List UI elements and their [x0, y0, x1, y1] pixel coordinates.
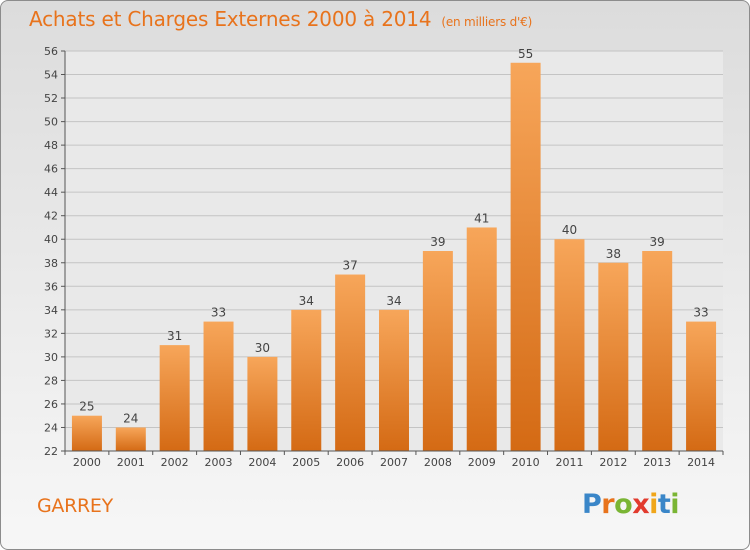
- bar: [379, 309, 409, 451]
- x-tick-label: 2013: [643, 456, 671, 469]
- labels: 22 24 26 28 30 32 34 36 38 40 42 44 46 48 50 52 54 56 25 20…: [44, 45, 715, 469]
- y-tick-label: 56: [44, 45, 58, 58]
- commune-name: GARREY: [37, 495, 113, 517]
- bar: [554, 239, 585, 451]
- x-tick-label: 2011: [555, 456, 583, 469]
- chart-subtitle: (en milliers d'€): [441, 15, 533, 29]
- data-label: 37: [342, 259, 357, 273]
- logo-letter: x: [632, 489, 650, 520]
- axes: [61, 50, 724, 455]
- bar: [159, 345, 190, 451]
- data-label: 30: [255, 341, 270, 355]
- y-tick-label: 28: [44, 374, 58, 387]
- x-tick-label: 2009: [468, 456, 496, 469]
- bar: [115, 427, 146, 451]
- logo-letter: r: [601, 489, 615, 520]
- y-tick-label: 46: [44, 163, 58, 176]
- x-tick-label: 2001: [117, 456, 145, 469]
- data-label: 55: [518, 47, 533, 61]
- chart-title: Achats et Charges Externes 2000 à 2014 (e…: [29, 7, 532, 31]
- x-tick-label: 2014: [687, 456, 715, 469]
- data-label: 31: [167, 329, 182, 343]
- y-tick-label: 36: [44, 280, 58, 293]
- y-tick-label: 26: [44, 398, 58, 411]
- y-tick-label: 52: [44, 92, 58, 105]
- x-tick-label: 2005: [292, 456, 320, 469]
- x-tick-label: 2002: [161, 456, 189, 469]
- bar: [598, 262, 629, 451]
- x-tick-label: 2000: [73, 456, 101, 469]
- data-label: 39: [650, 235, 665, 249]
- y-tick-label: 48: [44, 139, 58, 152]
- y-tick-label: 44: [44, 186, 58, 199]
- data-label: 33: [211, 306, 226, 320]
- y-tick-label: 54: [44, 69, 58, 82]
- logo-letter: P: [582, 489, 602, 520]
- bar: [71, 415, 102, 451]
- x-tick-label: 2012: [599, 456, 627, 469]
- y-tick-label: 32: [44, 327, 58, 340]
- data-label: 33: [693, 306, 708, 320]
- y-tick-label: 38: [44, 257, 58, 270]
- y-tick-label: 30: [44, 351, 58, 364]
- x-tick-label: 2006: [336, 456, 364, 469]
- bar: [203, 321, 234, 451]
- data-label: 39: [430, 235, 445, 249]
- logo-letter: o: [614, 489, 633, 520]
- proxiti-logo: Proxiti: [582, 489, 680, 520]
- data-label: 34: [386, 294, 401, 308]
- logo-letter: t: [657, 489, 671, 520]
- y-tick-label: 50: [44, 116, 58, 129]
- data-label: 25: [79, 400, 94, 414]
- data-label: 24: [123, 411, 138, 425]
- bar: [466, 227, 497, 451]
- y-tick-label: 24: [44, 421, 58, 434]
- logo-letter: i: [649, 489, 658, 520]
- bars: [71, 62, 717, 451]
- chart-title-text: Achats et Charges Externes 2000 à 2014: [29, 7, 432, 31]
- bar: [335, 274, 366, 451]
- logo-letter: i: [670, 489, 680, 520]
- bar: [247, 356, 278, 451]
- data-label: 38: [606, 247, 621, 261]
- bar: [642, 251, 673, 451]
- x-tick-label: 2004: [248, 456, 276, 469]
- y-tick-label: 42: [44, 210, 58, 223]
- x-tick-label: 2010: [512, 456, 540, 469]
- y-tick-label: 34: [44, 304, 58, 317]
- x-tick-label: 2008: [424, 456, 452, 469]
- bar: [291, 309, 322, 451]
- data-label: 40: [562, 223, 577, 237]
- bar: [686, 321, 717, 451]
- y-tick-label: 40: [44, 233, 58, 246]
- x-tick-label: 2007: [380, 456, 408, 469]
- bar: [510, 62, 541, 451]
- data-label: 41: [474, 211, 489, 225]
- y-tick-label: 22: [44, 445, 58, 458]
- x-tick-label: 2003: [205, 456, 233, 469]
- bar: [422, 251, 453, 451]
- data-label: 34: [299, 294, 314, 308]
